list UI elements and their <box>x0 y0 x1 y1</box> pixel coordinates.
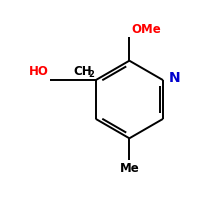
Text: HO: HO <box>29 65 49 78</box>
Text: N: N <box>168 71 180 85</box>
Text: CH: CH <box>73 65 92 78</box>
Text: Me: Me <box>119 162 139 175</box>
Text: 2: 2 <box>88 70 94 79</box>
Text: OMe: OMe <box>131 23 160 36</box>
